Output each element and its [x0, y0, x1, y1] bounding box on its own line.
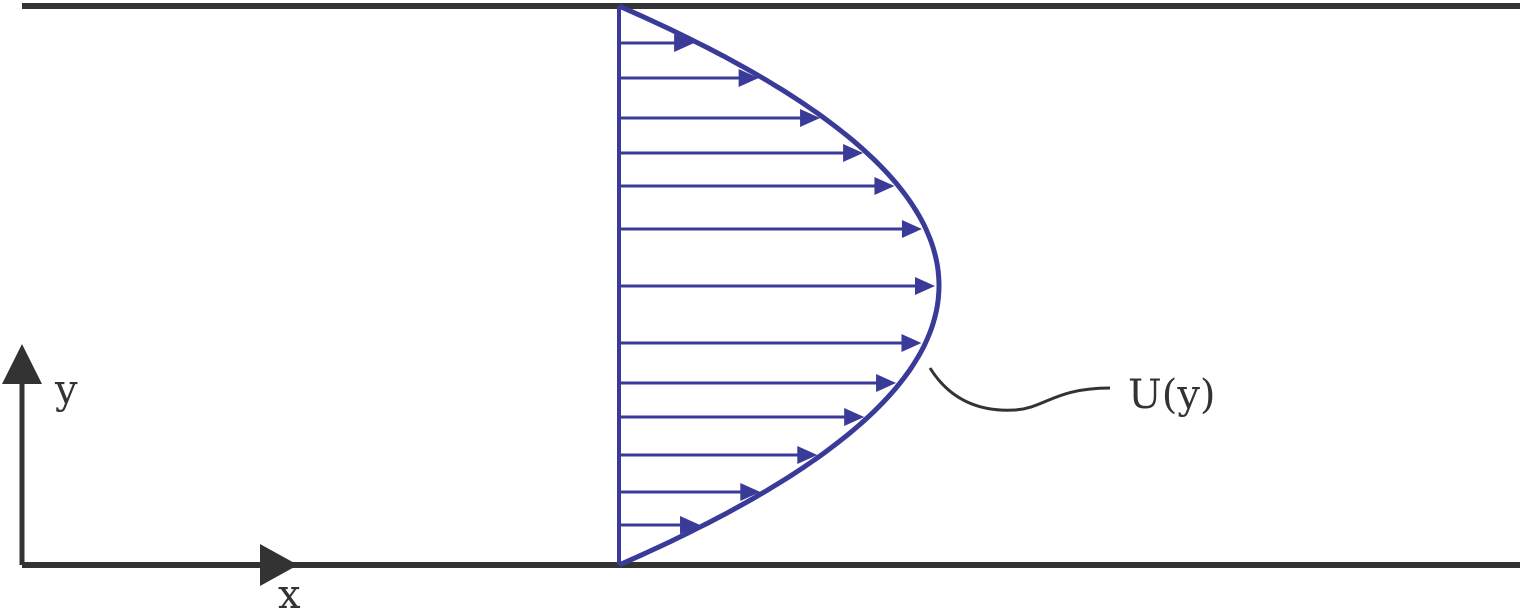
velocity-arrow-13-head [680, 516, 701, 534]
x-axis-arrowhead [260, 544, 298, 586]
velocity-arrow-1-head [674, 34, 695, 52]
velocity-arrow-7-head [914, 277, 935, 295]
velocity-profile [617, 3, 942, 568]
y-axis-label: y [54, 367, 78, 413]
velocity-arrow-5-head [874, 177, 895, 195]
x-axis-label: x [278, 572, 301, 609]
velocity-arrow-2-head [738, 69, 759, 87]
velocity-arrow-6-head [901, 220, 922, 238]
velocity-arrows [619, 34, 935, 534]
y-axis-arrowhead [2, 344, 42, 384]
velocity-arrow-3-head [800, 109, 821, 127]
velocity-arrow-11-head [797, 446, 818, 464]
x-axis [260, 544, 298, 586]
velocity-arrow-4-head [843, 144, 864, 162]
velocity-arrow-10-head [844, 408, 865, 426]
profile-label: U(y) [1128, 372, 1216, 418]
velocity-arrow-9-head [876, 374, 897, 392]
velocity-profile-curve [617, 3, 942, 568]
velocity-arrow-8-head [901, 334, 922, 352]
velocity-arrow-12-head [740, 483, 761, 501]
y-axis [2, 344, 42, 565]
profile-leader-line [928, 367, 1111, 412]
